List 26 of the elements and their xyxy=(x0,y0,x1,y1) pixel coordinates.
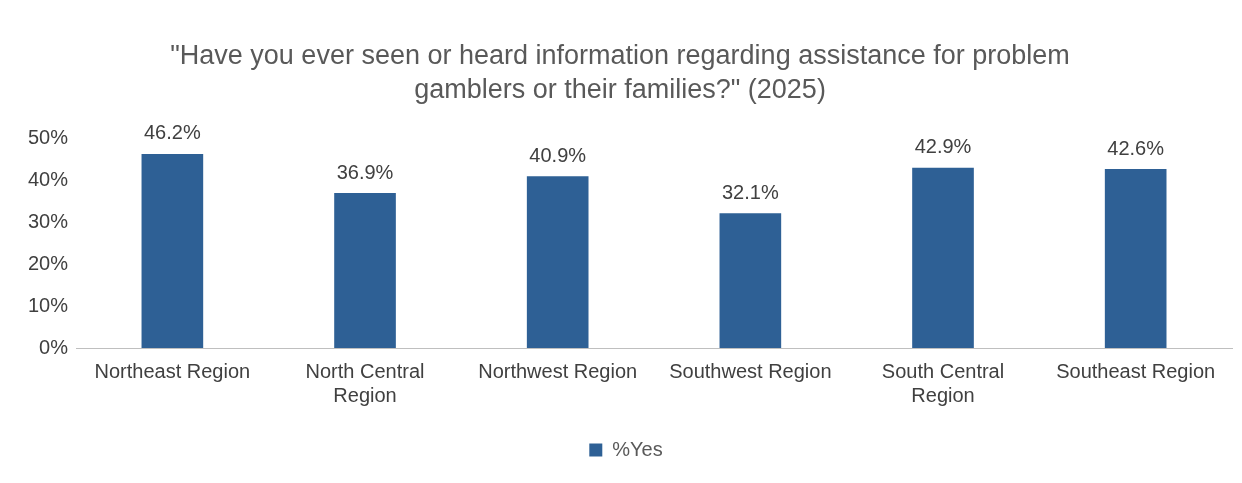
data-label: 36.9% xyxy=(336,160,394,183)
y-tick-label: 10% xyxy=(28,293,69,316)
data-label: 42.6% xyxy=(1107,136,1165,159)
legend-label: %Yes xyxy=(612,437,663,460)
x-tick-label: Northwest Region xyxy=(478,359,638,382)
data-label: 42.9% xyxy=(914,135,972,158)
data-label: 40.9% xyxy=(529,143,587,166)
bar xyxy=(526,176,589,348)
x-tick-label: Southeast Region xyxy=(1056,359,1216,382)
x-tick-label: South Central Region xyxy=(881,359,1005,406)
x-tick-label: Northeast Region xyxy=(94,359,251,382)
bar xyxy=(334,193,396,348)
x-tick-label: Southwest Region xyxy=(669,359,832,382)
y-tick-label: 40% xyxy=(28,167,69,190)
bar xyxy=(1104,169,1167,348)
bar xyxy=(912,167,974,348)
bar xyxy=(141,153,204,348)
y-tick-label: 30% xyxy=(28,209,69,232)
y-tick-label: 20% xyxy=(28,251,69,274)
x-tick-label: North Central Region xyxy=(305,359,425,406)
y-tick-label: 0% xyxy=(39,335,69,358)
y-tick-label: 50% xyxy=(28,125,69,148)
data-label: 32.1% xyxy=(721,180,779,203)
bar xyxy=(719,213,782,348)
data-label: 46.2% xyxy=(144,121,201,144)
chart-title: "Have you ever seen or heard information regarding assistance for problem gamblers or their families?" (2025) xyxy=(169,39,1071,106)
